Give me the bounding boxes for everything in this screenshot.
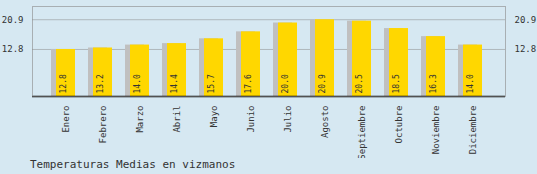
svg-text:Febrero: Febrero	[98, 106, 108, 144]
svg-text:Junio: Junio	[246, 106, 256, 133]
svg-text:Septiembre: Septiembre	[357, 106, 367, 159]
svg-text:12.8: 12.8	[2, 44, 24, 54]
svg-text:Abril: Abril	[172, 106, 182, 133]
svg-text:Marzo: Marzo	[135, 106, 145, 133]
svg-text:Agosto: Agosto	[320, 106, 330, 139]
svg-text:Julio: Julio	[283, 106, 293, 133]
svg-text:13.2: 13.2	[96, 74, 105, 93]
svg-text:Diciembre: Diciembre	[468, 106, 478, 155]
svg-text:17.6: 17.6	[244, 74, 253, 93]
svg-text:20.9: 20.9	[318, 74, 327, 93]
svg-text:20.9: 20.9	[2, 15, 24, 25]
svg-text:20.9: 20.9	[515, 15, 537, 25]
svg-text:20.0: 20.0	[281, 74, 290, 93]
svg-text:12.8: 12.8	[515, 44, 537, 54]
svg-text:Noviembre: Noviembre	[431, 106, 441, 155]
svg-text:14.0: 14.0	[466, 74, 475, 93]
svg-text:Mayo: Mayo	[209, 106, 219, 128]
svg-text:14.0: 14.0	[133, 74, 142, 93]
svg-text:20.5: 20.5	[355, 74, 364, 93]
svg-text:15.7: 15.7	[207, 74, 216, 93]
svg-text:14.4: 14.4	[170, 74, 179, 93]
svg-text:16.3: 16.3	[429, 74, 438, 93]
svg-text:Enero: Enero	[61, 106, 71, 133]
svg-text:Octubre: Octubre	[394, 106, 404, 144]
svg-text:18.5: 18.5	[392, 74, 401, 93]
html-text:Temperaturas Medias en vizmano: Temperaturas Medias en vizmanos	[30, 158, 236, 171]
svg-text:12.8: 12.8	[59, 74, 68, 93]
